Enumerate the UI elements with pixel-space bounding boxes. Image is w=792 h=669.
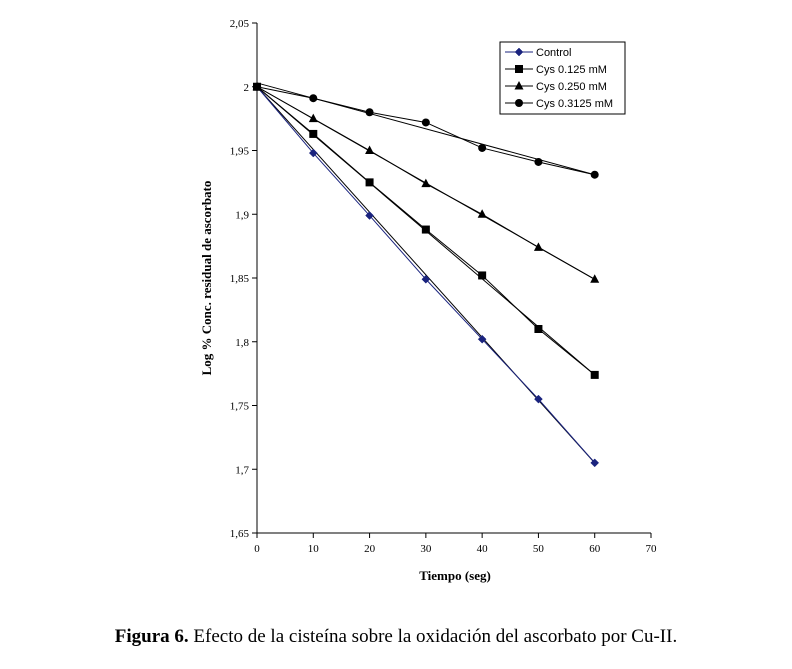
y-tick-label: 1,7 [235, 464, 249, 476]
trendline-1 [256, 86, 596, 464]
data-point-diamond [590, 458, 600, 468]
data-point-circle [515, 99, 523, 107]
chart-legend: Control Cys 0.125 mM Cys 0.250 mM Cys 0.312… [499, 41, 626, 115]
y-tick-label: 1,95 [230, 146, 250, 158]
data-point-diamond [534, 394, 543, 404]
data-point-triangle [477, 209, 487, 218]
data-point-circle [365, 108, 374, 117]
x-tick-label: 70 [646, 543, 658, 555]
y-tick-label: 1,75 [230, 401, 250, 413]
data-point-diamond [421, 274, 431, 284]
data-point-circle [478, 143, 487, 152]
x-tick-label: 0 [254, 543, 260, 555]
data-point-square [309, 129, 318, 138]
data-point-square [534, 325, 543, 333]
data-point-circle [590, 170, 599, 179]
chart-series [252, 81, 600, 468]
y-tick-label: 2 [244, 82, 250, 94]
data-point-triangle [590, 274, 600, 283]
data-point-square [421, 225, 430, 234]
data-point-triangle [533, 242, 543, 251]
data-point-triangle [365, 145, 375, 154]
x-tick-label: 10 [308, 543, 320, 555]
data-point-diamond [365, 211, 374, 220]
data-point-square [515, 65, 523, 73]
legend-label: Cys 0.125 mM [536, 64, 607, 76]
line-chart: 1,65 1,7 1,75 1,8 1,85 1,9 1,95 2 2,05 0 10 20 30 40 5… [199, 18, 657, 583]
y-tick-label: 1,85 [230, 273, 250, 285]
data-point-square [590, 370, 599, 379]
legend-item-1: Control [505, 47, 571, 59]
legend-label: Cys 0.250 mM [536, 81, 607, 93]
data-point-circle [253, 82, 261, 91]
data-point-circle [309, 94, 318, 103]
chart-axes: 1,65 1,7 1,75 1,8 1,85 1,9 1,95 2 2,05 0 10 20 30 40 5… [230, 18, 657, 555]
x-tick-label: 20 [364, 543, 376, 555]
caption-text: Efecto de la cisteína sobre la oxidación… [188, 626, 678, 647]
data-point-diamond [477, 334, 487, 344]
data-point-square [478, 271, 487, 280]
data-point-triangle [514, 81, 524, 90]
figure-caption: Figura 6. Efecto de la cisteína sobre la… [0, 626, 792, 648]
data-point-circle [534, 157, 543, 166]
data-point-diamond [514, 47, 524, 57]
x-tick-label: 60 [589, 543, 601, 555]
legend-item-2: Cys 0.125 mM [505, 64, 607, 76]
x-axis-title: Tiempo (seg) [419, 568, 491, 583]
data-point-triangle [308, 113, 318, 123]
x-tick-label: 40 [477, 543, 489, 555]
data-point-diamond [308, 148, 318, 158]
data-point-triangle [421, 178, 431, 188]
y-tick-label: 1,8 [235, 337, 249, 349]
y-tick-label: 1,65 [230, 528, 250, 540]
legend-item-4: Cys 0.3125 mM [505, 98, 613, 110]
legend-item-3: Cys 0.250 mM [505, 81, 607, 93]
series-4 [253, 82, 599, 179]
caption-label: Figura 6. [114, 626, 189, 647]
data-point-circle [421, 118, 430, 127]
x-tick-label: 30 [420, 543, 432, 555]
data-point-square [365, 178, 374, 187]
y-tick-label: 1,9 [235, 209, 249, 221]
legend-label: Control [536, 47, 571, 59]
y-tick-label: 2,05 [230, 18, 250, 30]
y-axis-title: Log % Conc. residual de ascorbato [199, 181, 214, 376]
x-tick-label: 50 [533, 543, 545, 555]
legend-label: Cys 0.3125 mM [536, 98, 613, 110]
